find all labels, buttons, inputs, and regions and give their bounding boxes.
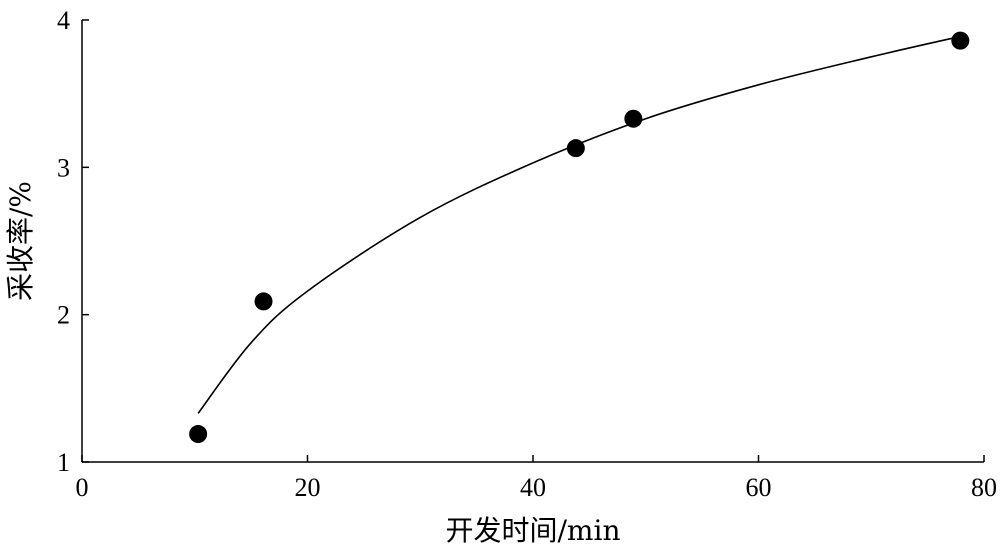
data-point xyxy=(254,292,273,311)
x-tick-label: 80 xyxy=(971,473,997,502)
y-tick-label: 3 xyxy=(57,153,70,182)
y-axis-title: 采收率/% xyxy=(4,181,37,301)
x-tick-label: 0 xyxy=(76,473,89,502)
x-tick-label: 40 xyxy=(520,473,546,502)
data-point xyxy=(951,31,970,50)
data-points xyxy=(189,31,970,444)
y-tick-label: 4 xyxy=(57,6,70,35)
data-point xyxy=(624,109,643,128)
y-tick-label: 1 xyxy=(57,448,70,477)
x-tick-label: 20 xyxy=(295,473,321,502)
x-axis-title: 开发时间/min xyxy=(446,514,621,547)
y-ticks: 1 2 3 4 xyxy=(57,6,89,477)
x-ticks: 0 20 40 60 80 xyxy=(76,455,997,502)
fitted-curve xyxy=(197,35,962,414)
data-point xyxy=(566,139,585,158)
plot-area: 0 20 40 60 80 1 2 3 4 xyxy=(57,6,997,502)
data-point xyxy=(189,425,208,444)
x-tick-label: 60 xyxy=(746,473,772,502)
y-tick-label: 2 xyxy=(57,301,70,330)
